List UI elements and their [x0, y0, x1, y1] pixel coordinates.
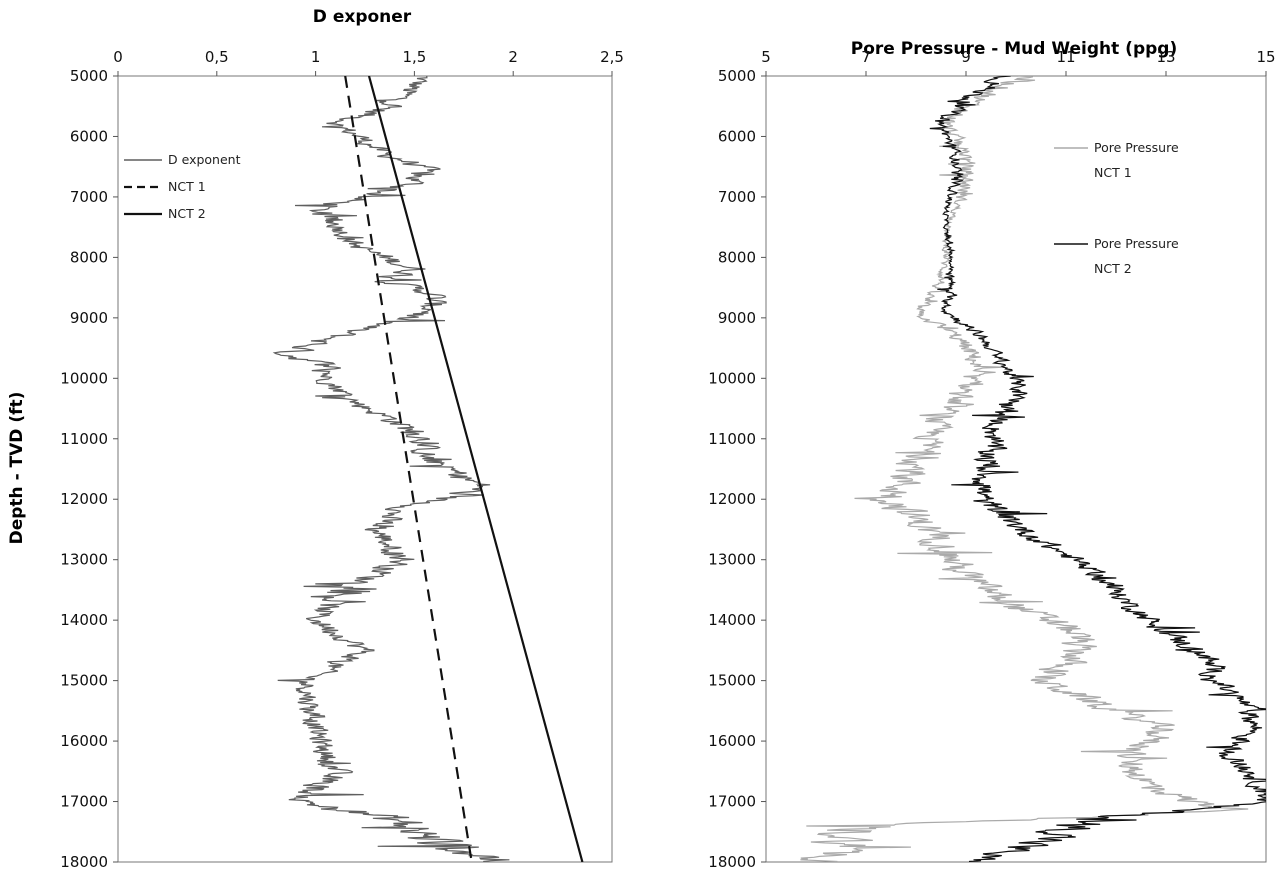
y-tick-label: 18000	[60, 853, 108, 871]
y-tick-label: 12000	[708, 490, 756, 508]
y-tick-label: 10000	[708, 369, 756, 387]
y-tick-label: 10000	[60, 369, 108, 387]
y-tick-label: 15000	[708, 672, 756, 690]
chart-title: Pore Pressure - Mud Weight (ppg)	[851, 39, 1177, 59]
y-tick-label: 8000	[70, 248, 108, 266]
series-group	[272, 76, 584, 862]
y-tick-label: 7000	[718, 188, 756, 206]
y-tick-label: 16000	[60, 732, 108, 750]
y-tick-label: 5000	[70, 67, 108, 85]
y-tick-label: 11000	[708, 430, 756, 448]
axes: 5 7 9 11 13 15 5000 6000 7000 8000 9000 10000 11000 1…	[708, 48, 1275, 871]
y-tick-label: 13000	[60, 551, 108, 569]
legend-label: NCT 2	[168, 206, 206, 221]
x-tick-label: 2	[508, 48, 518, 66]
x-tick-label: 13	[1156, 48, 1175, 66]
series-line-d-exponent	[272, 76, 510, 862]
series-line-pore-pressure-nct-2	[929, 76, 1266, 862]
y-axis-label: Depth - TVD (ft)	[7, 392, 27, 545]
y-tick-label: 6000	[718, 127, 756, 145]
series-group	[800, 76, 1266, 862]
x-tick-label: 9	[961, 48, 971, 66]
y-tick-label: 8000	[718, 248, 756, 266]
x-tick-label: 7	[861, 48, 871, 66]
legend-label: D exponent	[168, 152, 241, 167]
legend-label: NCT 1	[168, 179, 206, 194]
series-line-nct-2	[367, 76, 584, 862]
x-tick-label: 15	[1256, 48, 1275, 66]
y-tick-label: 9000	[70, 309, 108, 327]
legend-label: Pore Pressure	[1094, 236, 1179, 251]
y-tick-label: 15000	[60, 672, 108, 690]
x-tick-label: 11	[1056, 48, 1075, 66]
y-tick-label: 14000	[708, 611, 756, 629]
d-exponent-chart: D exponer Depth - TVD (ft) 0 0,5 1 1,5 2 2,5 5…	[7, 7, 624, 871]
y-tick-label: 17000	[708, 793, 756, 811]
y-tick-label: 5000	[718, 67, 756, 85]
legend: Pore Pressure NCT 1 Pore Pressure NCT 2	[1054, 140, 1179, 276]
series-line-pore-pressure-nct-1	[800, 76, 1249, 862]
y-tick-label: 17000	[60, 793, 108, 811]
plot-frame	[117, 75, 613, 863]
legend: D exponent NCT 1 NCT 2	[124, 152, 241, 221]
chart-title: D exponer	[313, 7, 412, 27]
series-line-nct-1	[344, 76, 473, 862]
y-tick-label: 14000	[60, 611, 108, 629]
x-tick-label: 0	[113, 48, 123, 66]
x-tick-label: 0,5	[205, 48, 229, 66]
plot-frame	[765, 75, 1267, 863]
pore-pressure-chart: Pore Pressure - Mud Weight (ppg) 5 7 9 11 13…	[708, 39, 1275, 871]
y-tick-label: 12000	[60, 490, 108, 508]
legend-label: NCT 2	[1094, 261, 1132, 276]
legend-label: Pore Pressure	[1094, 140, 1179, 155]
y-tick-label: 6000	[70, 127, 108, 145]
x-tick-label: 2,5	[600, 48, 624, 66]
y-tick-label: 16000	[708, 732, 756, 750]
axes: 0 0,5 1 1,5 2 2,5 5000 6000 7000 8000 9000 10000 110…	[60, 48, 624, 871]
x-tick-label: 5	[761, 48, 771, 66]
y-tick-label: 13000	[708, 551, 756, 569]
y-tick-label: 11000	[60, 430, 108, 448]
y-tick-label: 18000	[708, 853, 756, 871]
x-tick-label: 1,5	[402, 48, 426, 66]
x-tick-label: 1	[311, 48, 321, 66]
y-tick-label: 7000	[70, 188, 108, 206]
y-tick-label: 9000	[718, 309, 756, 327]
legend-label: NCT 1	[1094, 165, 1132, 180]
